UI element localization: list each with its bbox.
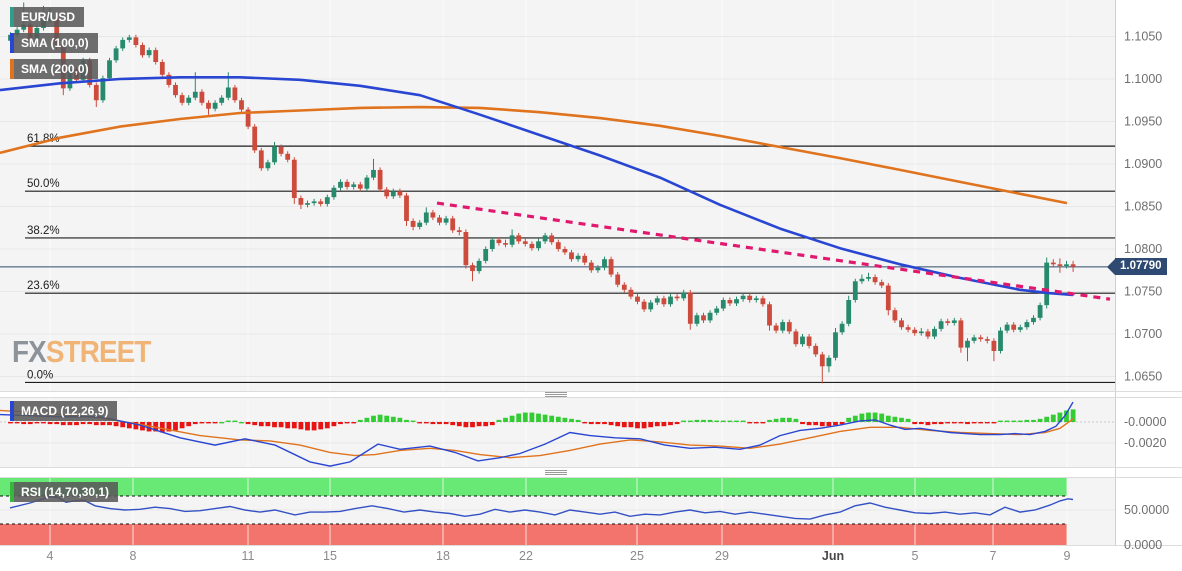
svg-text:1.0700: 1.0700: [1124, 327, 1162, 341]
price-axis-labels: 1.1050 1.1000 1.0950 1.0900 1.0850 1.0800 1.07…: [1124, 30, 1169, 553]
svg-text:4: 4: [47, 549, 54, 563]
price-tag-arrow-icon: [1107, 258, 1115, 275]
legend-macd: MACD (12,26,9): [10, 401, 118, 421]
current-price-tag: 1.07790: [1107, 258, 1167, 275]
svg-text:15: 15: [323, 549, 337, 563]
rsi-bands: [0, 477, 1067, 545]
svg-text:29: 29: [715, 549, 729, 563]
legend-symbol-label: EUR/USD: [21, 10, 76, 24]
fxstreet-watermark: FXSTREET: [12, 334, 151, 370]
svg-text:1.0800: 1.0800: [1124, 242, 1162, 256]
svg-text:7: 7: [990, 549, 997, 563]
svg-text:50.0%: 50.0%: [27, 178, 60, 190]
svg-text:18: 18: [436, 549, 450, 563]
rsi-color-swatch: [10, 482, 14, 502]
macd-panel: [0, 401, 1115, 467]
sma200-line: [0, 105, 1068, 205]
svg-text:25: 25: [630, 549, 644, 563]
svg-text:-0.0000: -0.0000: [1124, 415, 1166, 429]
svg-text:0.0%: 0.0%: [27, 369, 53, 381]
macd-color-swatch: [10, 401, 14, 421]
legend-sma100: SMA (100,0): [10, 33, 98, 53]
rsi-panel: [0, 495, 1074, 525]
rsi-panel-resize-handle[interactable]: [545, 470, 567, 471]
legend-rsi: RSI (14,70,30,1): [10, 482, 119, 502]
panel-backgrounds: [0, 0, 1115, 545]
candles-layer: [8, 2, 1076, 384]
legend-rsi-label: RSI (14,70,30,1): [21, 485, 110, 499]
svg-text:-0.0020: -0.0020: [1124, 436, 1166, 450]
macd-panel-resize-handle[interactable]: [545, 392, 567, 393]
legend-sma200: SMA (200,0): [10, 59, 98, 79]
legend-symbol: EUR/USD: [10, 7, 85, 27]
svg-text:1.0750: 1.0750: [1124, 285, 1162, 299]
sma100-color-swatch: [10, 33, 14, 53]
svg-text:22: 22: [519, 549, 533, 563]
sma200-color-swatch: [10, 59, 14, 79]
svg-text:9: 9: [1064, 549, 1071, 563]
svg-text:1.0650: 1.0650: [1124, 370, 1162, 384]
svg-text:5: 5: [912, 549, 919, 563]
legend-sma200-label: SMA (200,0): [21, 62, 89, 76]
svg-text:38.2%: 38.2%: [27, 225, 60, 237]
svg-text:50.0000: 50.0000: [1124, 503, 1169, 517]
svg-text:11: 11: [242, 549, 255, 563]
watermark-street: STREET: [45, 334, 152, 369]
watermark-fx: FX: [12, 334, 47, 369]
sma100-line: [0, 76, 1074, 297]
svg-text:61.8%: 61.8%: [27, 133, 60, 145]
time-axis[interactable]: [0, 545, 1115, 571]
svg-text:1.1050: 1.1050: [1124, 30, 1162, 44]
trendline: [436, 201, 1111, 301]
svg-text:8: 8: [130, 549, 137, 563]
time-axis-labels: 4 8 11 15 18 22 25 29 Jun 5 7 9: [47, 549, 1071, 563]
svg-text:1.0850: 1.0850: [1124, 200, 1162, 214]
svg-text:1.1000: 1.1000: [1124, 72, 1162, 86]
svg-text:0.0000: 0.0000: [1124, 538, 1162, 552]
svg-text:Jun: Jun: [822, 549, 844, 563]
svg-text:23.6%: 23.6%: [27, 280, 60, 292]
legend-sma100-label: SMA (100,0): [21, 36, 89, 50]
svg-text:1.0950: 1.0950: [1124, 115, 1162, 129]
legend-macd-label: MACD (12,26,9): [21, 404, 109, 418]
symbol-color-swatch: [10, 7, 14, 27]
svg-text:1.0900: 1.0900: [1124, 157, 1162, 171]
price-tag-value: 1.07790: [1115, 258, 1167, 275]
